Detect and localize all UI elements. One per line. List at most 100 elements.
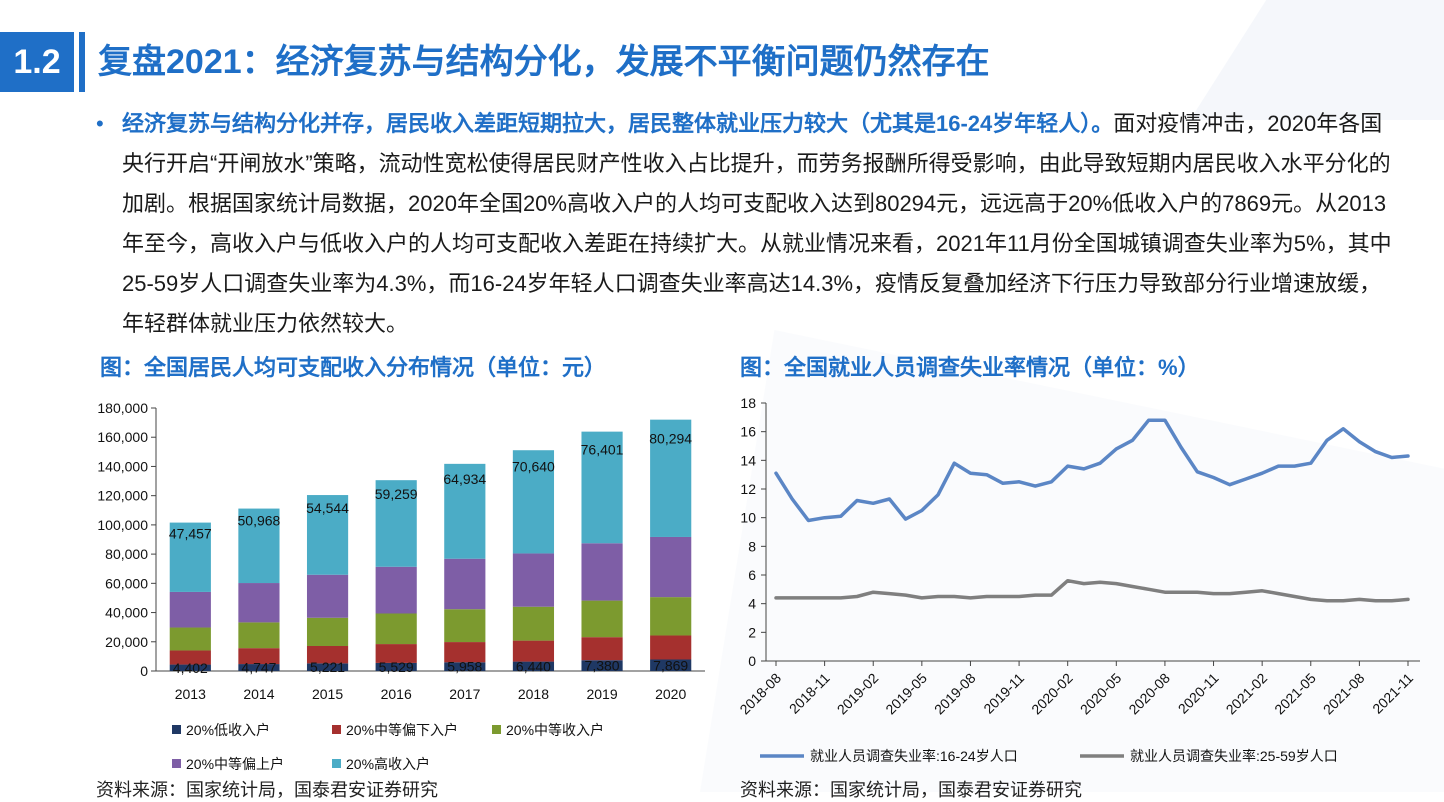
x-tick-label: 2021-11 (1369, 670, 1416, 717)
legend-label: 20%中等偏下入户 (346, 722, 458, 738)
bar-segment (581, 431, 623, 544)
bullet-dot: • (96, 111, 104, 136)
bar-segment (581, 660, 623, 671)
bar-segment (581, 637, 623, 661)
body-text: 面对疫情冲击，2020年各国央行开启“开闸放水”策略，流动性宽松使得居民财产性收… (122, 111, 1392, 336)
bar-segment (306, 574, 349, 618)
x-tick-label: 2020 (655, 686, 686, 702)
bar-segment (238, 583, 280, 623)
body-paragraph: 经济复苏与结构分化并存，居民收入差距短期拉大，居民整体就业压力较大（尤其是16-… (122, 104, 1392, 344)
x-tick-label: 2018 (518, 686, 549, 702)
legend-label: 就业人员调查失业率:16-24岁人口 (810, 748, 1018, 764)
bar-segment (375, 613, 417, 645)
bar-segment (581, 543, 623, 601)
x-tick-label: 2019-05 (882, 670, 930, 718)
y-tick-label: 18 (740, 395, 756, 411)
legend-swatch (492, 725, 501, 734)
bar-segment (169, 627, 211, 651)
data-label: 7,869 (653, 657, 688, 673)
y-tick-label: 120,000 (97, 488, 148, 504)
series-line (774, 578, 1410, 603)
bar-segment (512, 606, 555, 641)
legend-swatch (332, 759, 341, 768)
legend-label: 就业人员调查失业率:25-59岁人口 (1130, 748, 1338, 764)
bar-segment (444, 463, 486, 559)
y-tick-label: 12 (740, 481, 756, 497)
left-chart-title: 图：全国居民人均可支配收入分布情况（单位：元） (100, 355, 607, 380)
x-tick-label: 2019-11 (980, 670, 1027, 717)
bar-segment (512, 661, 555, 671)
x-tick-label: 2015 (312, 686, 343, 702)
data-label: 50,968 (238, 512, 281, 528)
y-tick-label: 80,000 (105, 546, 148, 562)
bar-segment (512, 640, 555, 662)
data-label: 59,259 (375, 486, 418, 502)
bar-segment (650, 597, 692, 636)
y-tick-label: 140,000 (97, 458, 148, 474)
income-bar-chart: 0 20,000 40,000 60,000 80,000 100,000 120,000 1… (97, 400, 705, 772)
y-tick-label: 10 (740, 510, 756, 526)
x-tick-label: 2020-02 (1028, 670, 1076, 718)
left-source-note: 资料来源：国家统计局，国泰君安证券研究 (96, 780, 438, 800)
x-tick-label: 2021-05 (1271, 670, 1319, 718)
section-number: 1.2 (0, 32, 74, 92)
data-label: 4,402 (173, 660, 208, 676)
bar-segment (238, 622, 280, 649)
x-tick-label: 2021-08 (1320, 670, 1368, 718)
bar-segment (306, 617, 349, 646)
bar-segment (444, 609, 486, 643)
x-tick-label: 2020-05 (1077, 670, 1125, 718)
x-tick-label: 2020-08 (1125, 670, 1173, 718)
data-label: 47,457 (169, 526, 212, 542)
legend-swatch (332, 725, 341, 734)
x-tick-label: 2016 (381, 686, 412, 702)
legend-label: 20%高收入户 (346, 756, 430, 772)
data-label: 64,934 (443, 471, 486, 487)
bar-segment (444, 558, 486, 610)
right-chart-title: 图：全国就业人员调查失业率情况（单位：%） (740, 355, 1200, 380)
bar-segment (169, 664, 211, 671)
bar-segment (512, 553, 555, 607)
bar-segment (444, 642, 486, 663)
bar-segment (238, 508, 280, 584)
y-tick-label: 14 (740, 452, 756, 468)
y-tick-label: 60,000 (105, 575, 148, 591)
bar-segment (169, 522, 211, 592)
legend-swatch (172, 725, 181, 734)
data-label: 7,380 (585, 658, 620, 674)
data-label: 80,294 (649, 430, 692, 446)
legend-label: 20%中等偏上户 (186, 756, 284, 772)
x-tick-label: 2021-02 (1223, 670, 1271, 718)
bar-segment (444, 662, 486, 671)
y-tick-label: 40,000 (105, 605, 148, 621)
y-tick-label: 100,000 (97, 517, 148, 533)
data-label: 4,747 (241, 660, 276, 676)
legend-swatch (172, 759, 181, 768)
bar-segment (650, 659, 692, 671)
bar-segment (512, 450, 555, 554)
x-tick-label: 2014 (243, 686, 274, 702)
bar-segment (650, 536, 692, 598)
bar-segment (169, 591, 211, 628)
x-tick-label: 2013 (175, 686, 206, 702)
legend-label: 20%低收入户 (186, 722, 270, 738)
bar-segment (650, 635, 692, 660)
data-label: 76,401 (581, 441, 624, 457)
series-line (774, 418, 1410, 523)
bar-segment (238, 664, 280, 671)
bar-segment (238, 648, 280, 665)
x-tick-label: 2019-02 (834, 670, 882, 718)
x-tick-label: 2020-11 (1175, 670, 1222, 717)
legend-label: 20%中等收入户 (506, 722, 604, 738)
data-label: 5,221 (310, 659, 345, 675)
x-tick-label: 2018-08 (736, 670, 784, 718)
bar-segment (169, 650, 211, 665)
y-tick-label: 20,000 (105, 634, 148, 650)
data-label: 54,544 (306, 500, 349, 516)
bar-segment (375, 480, 417, 567)
bar-segment (375, 662, 417, 671)
data-label: 70,640 (512, 459, 555, 475)
y-tick-label: 16 (740, 424, 756, 440)
page-title: 复盘2021：经济复苏与结构分化，发展不平衡问题仍然存在 (98, 43, 990, 81)
